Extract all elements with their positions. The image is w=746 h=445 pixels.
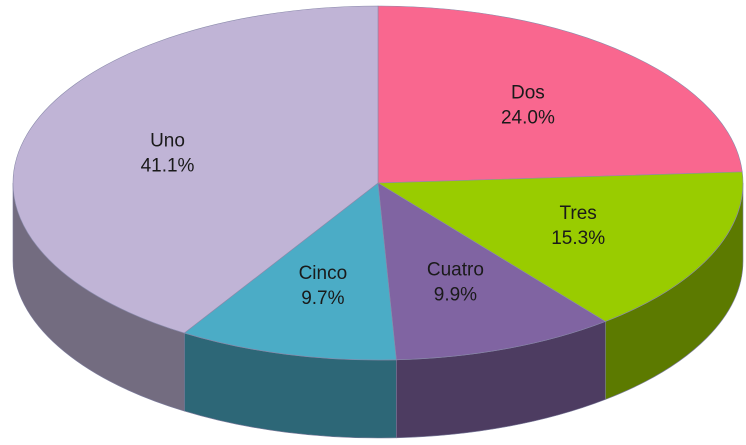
slice-label: Dos <box>511 83 545 104</box>
slice-value-label: 9.7% <box>301 288 344 309</box>
pie-slice <box>12 5 379 334</box>
slice-value-label: 41.1% <box>141 156 195 177</box>
pie-slice <box>183 182 397 361</box>
pie-slice <box>377 182 606 361</box>
slice-value-label: 9.9% <box>434 284 477 305</box>
slice-value-label: 24.0% <box>501 108 555 129</box>
slice-label: Cuatro <box>427 259 484 280</box>
pie-slice <box>376 171 744 322</box>
slice-label: Tres <box>560 203 597 224</box>
slice-label: Cinco <box>299 263 348 284</box>
slice-label: Uno <box>150 131 185 152</box>
slice-value-label: 15.3% <box>551 228 605 249</box>
pie-slice <box>377 5 743 184</box>
